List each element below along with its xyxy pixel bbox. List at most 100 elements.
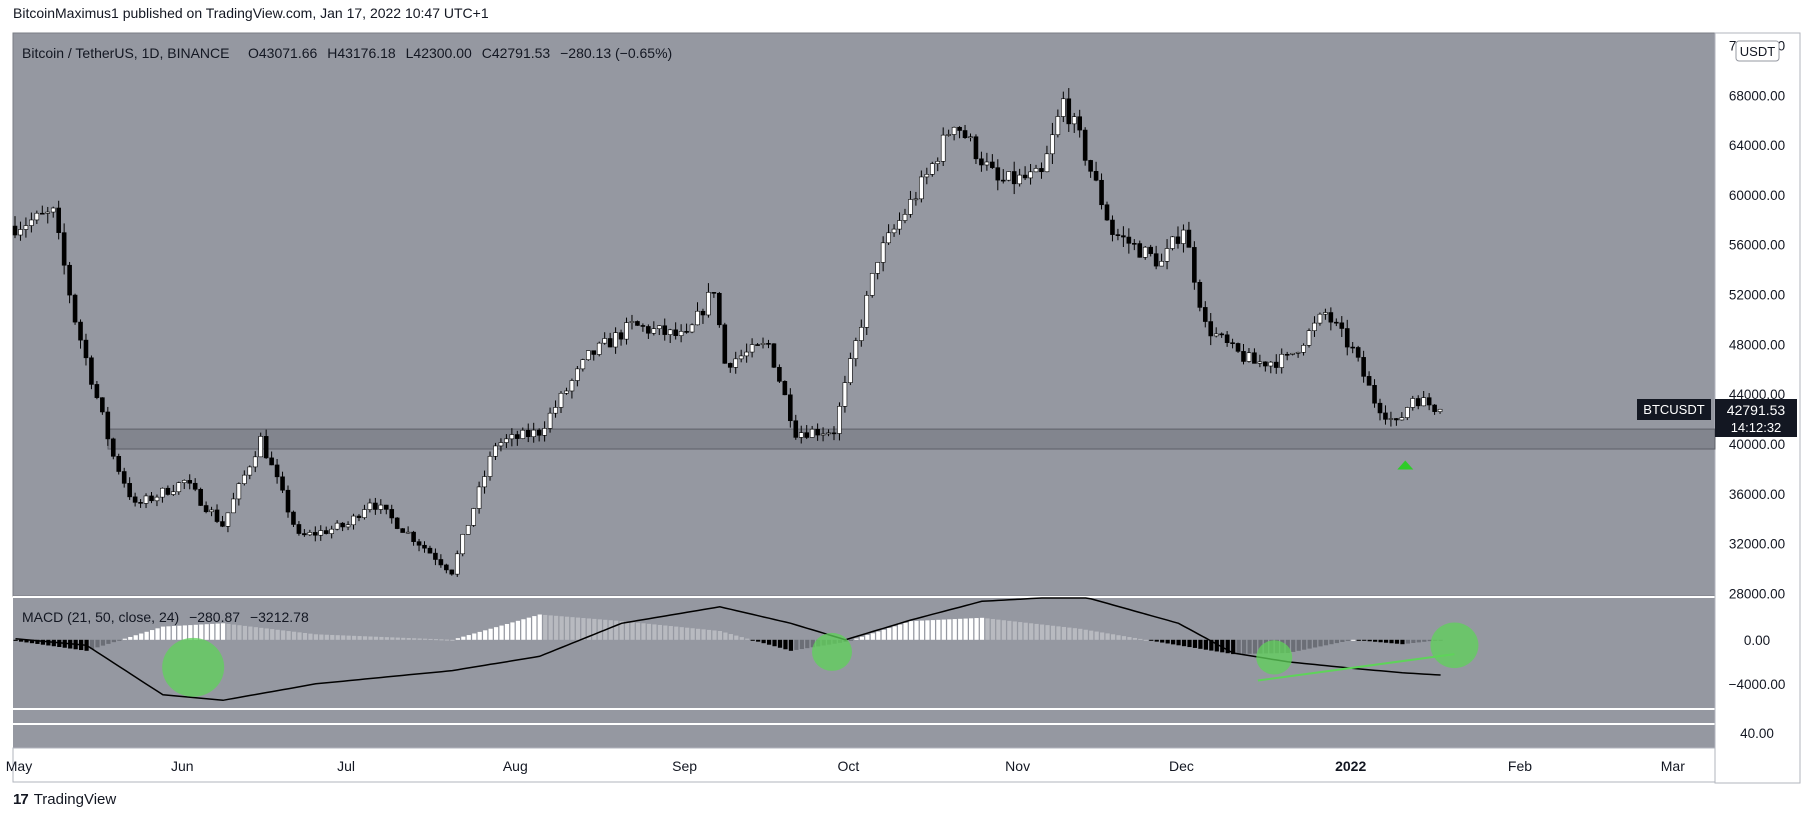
candle-body [78,321,83,341]
candle-body [334,522,340,530]
candle [798,425,804,444]
macd-highlight-circle-september[interactable] [812,632,852,671]
candle-body [121,471,127,484]
candle-body [875,262,880,274]
candle-body [957,126,962,131]
candle [875,262,880,280]
candle [312,526,318,542]
candle-body [1181,229,1186,244]
candle [727,362,733,373]
candle-body [400,528,405,533]
macd-histogram-bar [1176,639,1181,646]
candle [1197,279,1203,312]
candle [1263,361,1268,372]
bullish-arrow-icon[interactable] [1397,460,1414,470]
candle-body [89,357,94,385]
support-zone-rectangle[interactable] [107,428,1716,450]
macd-histogram-bar [46,639,51,646]
candle [711,292,717,298]
candle [1290,352,1295,356]
candle [793,414,799,440]
candle [67,261,72,304]
macd-histogram-bar [166,626,171,640]
candle-body [777,367,782,382]
time-axis[interactable] [12,747,1716,783]
candle-body [367,502,373,510]
macd-histogram-bar [1389,639,1394,644]
candle [575,365,580,387]
candle [493,442,498,461]
candle [858,319,864,347]
macd-histogram-bar [1094,631,1099,640]
candle-body [995,167,1001,181]
candle-body [1132,243,1137,245]
macd-histogram-bar [259,627,264,640]
footer-brand[interactable]: 17 TradingView [13,791,116,808]
candle-body [525,429,531,437]
candle-body [919,176,924,200]
candle-body [858,327,864,341]
candle-body [575,368,580,381]
candle-body [378,504,384,510]
candle [744,343,749,363]
macd-histogram-bar [1105,633,1110,640]
candle [56,200,61,240]
candle-body [618,332,624,340]
macd-histogram-bar [1165,639,1170,644]
candle [329,525,334,539]
candle-body [1383,412,1388,420]
time-axis-tick-label: Aug [503,758,528,774]
candle [1235,342,1241,353]
candle-body [23,225,29,230]
macd-histogram-bar [597,619,602,640]
candle [558,391,564,414]
candle [520,427,526,440]
candle-body [258,436,264,458]
candle [733,351,739,374]
currency-badge[interactable] [1735,40,1780,62]
candle-body [946,134,951,136]
candle-body [1044,153,1050,173]
macd-histogram-bar [122,638,127,640]
candle-body [329,528,334,534]
candle [1344,319,1350,356]
candle-body [1268,361,1274,367]
candle-body [711,292,717,294]
macd-histogram-bar [139,633,144,640]
macd-highlight-circle-december[interactable] [1256,640,1293,675]
candle [378,499,384,514]
candle [1093,161,1099,182]
candle [979,151,984,172]
candle [1421,391,1426,407]
candle [684,323,689,334]
macd-histogram-bar [1045,625,1050,640]
macd-highlight-circle-june[interactable] [162,637,225,697]
symbol-title[interactable]: Bitcoin / TetherUS, 1D, BINANCE [22,45,229,61]
candle [373,497,378,515]
macd-legend-name[interactable]: MACD (21, 50, close, 24) [22,609,179,625]
candle-body [1066,98,1072,125]
currency-badge-label: USDT [1740,44,1775,59]
candle-body [591,350,597,355]
candle [1213,327,1219,338]
macd-histogram-bar [586,618,591,640]
candle [1372,379,1377,408]
candle-body [1317,313,1323,324]
candle [842,375,848,413]
candle-body [1000,179,1006,182]
macd-histogram-bar [777,639,783,648]
candle [1295,351,1301,358]
macd-histogram-bar [24,639,29,643]
candle [1000,169,1006,184]
macd-divergence-line[interactable] [1257,653,1455,682]
candle-body [1159,261,1164,267]
macd-histogram-bar [100,639,106,646]
macd-histogram-bar [1029,623,1034,640]
macd-histogram-bar [450,639,455,641]
candle [891,224,897,237]
macd-histogram-bar [401,637,406,640]
macd-highlight-circle-january[interactable] [1430,622,1479,669]
candle [547,407,553,433]
macd-histogram-bar [625,621,630,640]
